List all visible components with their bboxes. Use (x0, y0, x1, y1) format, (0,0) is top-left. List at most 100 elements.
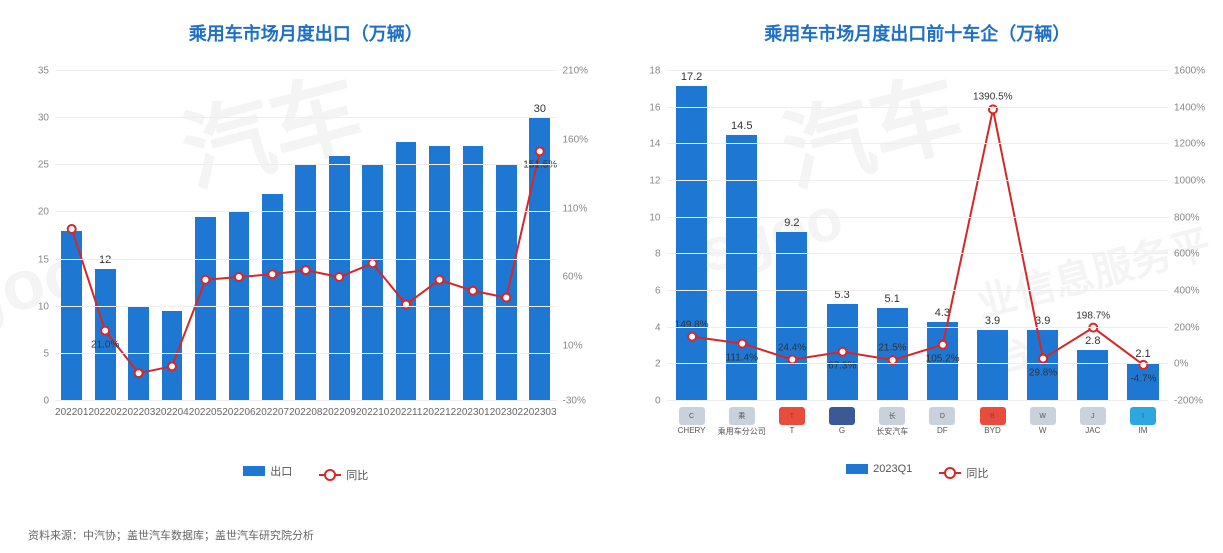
y2-tick: 1600% (1174, 66, 1205, 77)
y2-tick: 1400% (1174, 102, 1205, 113)
y1-tick: 25 (38, 160, 49, 171)
y1-tick: 15 (38, 254, 49, 265)
line-point (235, 273, 243, 281)
gridline (667, 327, 1169, 328)
brand-logo-icon: B (980, 407, 1006, 425)
left-title: 乘用车市场月度出口（万辆） (15, 20, 597, 46)
y1-tick: 10 (38, 301, 49, 312)
line-point (738, 340, 746, 348)
gridline (55, 306, 557, 307)
legend-line-item: 同比 (319, 467, 368, 483)
line-point (1039, 355, 1047, 363)
line-point (469, 287, 477, 295)
line-point (168, 362, 176, 370)
x-tick: 202208 (289, 403, 322, 461)
line-point (302, 266, 310, 274)
x-tick: IIM (1118, 403, 1168, 461)
x-tick: 202201 (55, 403, 88, 461)
y2-tick: 10% (563, 341, 583, 352)
y2-tick: 400% (1174, 286, 1200, 297)
left-x-axis: 2022012022022022032022042022052022062022… (55, 403, 557, 461)
x-tick: BBYD (967, 403, 1017, 461)
gridline (55, 353, 557, 354)
y1-tick: 14 (649, 139, 660, 150)
left-line (55, 71, 556, 401)
line-point (502, 294, 510, 302)
legend-line-label: 同比 (966, 465, 988, 481)
x-tick: 202204 (155, 403, 188, 461)
y1-tick: 16 (649, 102, 660, 113)
brand-logo-icon: D (929, 407, 955, 425)
y2-tick: 210% (563, 66, 589, 77)
brand-logo-icon: G (829, 407, 855, 425)
right-y1-axis: 024681012141618 (627, 71, 665, 401)
gridline (667, 180, 1169, 181)
left-plot: 1230 21.0%151.5% (55, 71, 557, 401)
right-y2-axis: -200%0%200%400%600%800%1000%1200%1400%16… (1170, 71, 1208, 401)
gridline (667, 253, 1169, 254)
y2-tick: 600% (1174, 249, 1200, 260)
x-tick: 202202 (88, 403, 121, 461)
trend-line (72, 151, 540, 373)
brand-label: IM (1139, 426, 1148, 435)
x-tick: 长长安汽车 (867, 403, 917, 461)
gridline (667, 143, 1169, 144)
left-panel: 乘用车市场月度出口（万辆） 05101520253035 -30%10%60%1… (0, 0, 612, 553)
line-point (201, 276, 209, 284)
x-tick: 202207 (256, 403, 289, 461)
brand-label: T (789, 426, 794, 435)
y2-tick: 1200% (1174, 139, 1205, 150)
brand-logo-icon: 长 (879, 407, 905, 425)
y1-tick: 2 (655, 359, 661, 370)
gridline (55, 400, 557, 401)
right-x-axis: CCHERY乘乘用车分公司TTGG长长安汽车DDFBBYDWWJJACIIM (667, 403, 1169, 461)
gridline (667, 70, 1169, 71)
gridline (667, 400, 1169, 401)
y2-tick: 110% (563, 203, 588, 214)
line-value-label: 151.5% (523, 160, 557, 171)
line-swatch (939, 472, 961, 474)
right-plot: 17.214.59.25.35.14.33.93.92.82.1 149.8%1… (667, 71, 1169, 401)
gridline (667, 217, 1169, 218)
x-tick: TT (767, 403, 817, 461)
y1-tick: 8 (655, 249, 661, 260)
x-tick: 202302 (490, 403, 523, 461)
line-point (938, 341, 946, 349)
y1-tick: 0 (43, 396, 49, 407)
left-y2-axis: -30%10%60%110%160%210% (559, 71, 597, 401)
container: 乘用车市场月度出口（万辆） 05101520253035 -30%10%60%1… (0, 0, 1223, 553)
line-point (68, 225, 76, 233)
line-value-label: 1390.5% (973, 92, 1012, 103)
gridline (55, 117, 557, 118)
line-value-label: 24.4% (778, 342, 806, 353)
y2-tick: 200% (1174, 322, 1200, 333)
right-legend: 2023Q1 同比 (627, 463, 1209, 481)
gridline (667, 107, 1169, 108)
right-panel: 乘用车市场月度出口前十车企（万辆） 024681012141618 -200%0… (612, 0, 1223, 553)
brand-logo-icon: I (1130, 407, 1156, 425)
x-tick: 202206 (222, 403, 255, 461)
gridline (55, 259, 557, 260)
x-tick: 202205 (189, 403, 222, 461)
legend-bar-item: 2023Q1 (846, 463, 912, 475)
y1-tick: 10 (649, 212, 660, 223)
y1-tick: 20 (38, 207, 49, 218)
y2-tick: 1000% (1174, 176, 1205, 187)
y1-tick: 30 (38, 113, 49, 124)
x-tick: DDF (917, 403, 967, 461)
y1-tick: 12 (649, 176, 660, 187)
left-chart: 05101520253035 -30%10%60%110%160%210% 12… (15, 61, 597, 461)
brand-label: DF (937, 426, 948, 435)
brand-logo-icon: C (679, 407, 705, 425)
gridline (55, 70, 557, 71)
legend-bar-item: 出口 (243, 463, 292, 479)
line-value-label: -4.7% (1130, 374, 1156, 385)
x-tick: JJAC (1068, 403, 1118, 461)
legend-line-label: 同比 (346, 467, 368, 483)
y2-tick: 800% (1174, 212, 1200, 223)
y1-tick: 18 (649, 66, 660, 77)
y1-tick: 5 (43, 348, 49, 359)
bar-swatch (846, 464, 868, 474)
right-chart: 024681012141618 -200%0%200%400%600%800%1… (627, 61, 1209, 461)
line-value-label: 21.5% (878, 343, 906, 354)
